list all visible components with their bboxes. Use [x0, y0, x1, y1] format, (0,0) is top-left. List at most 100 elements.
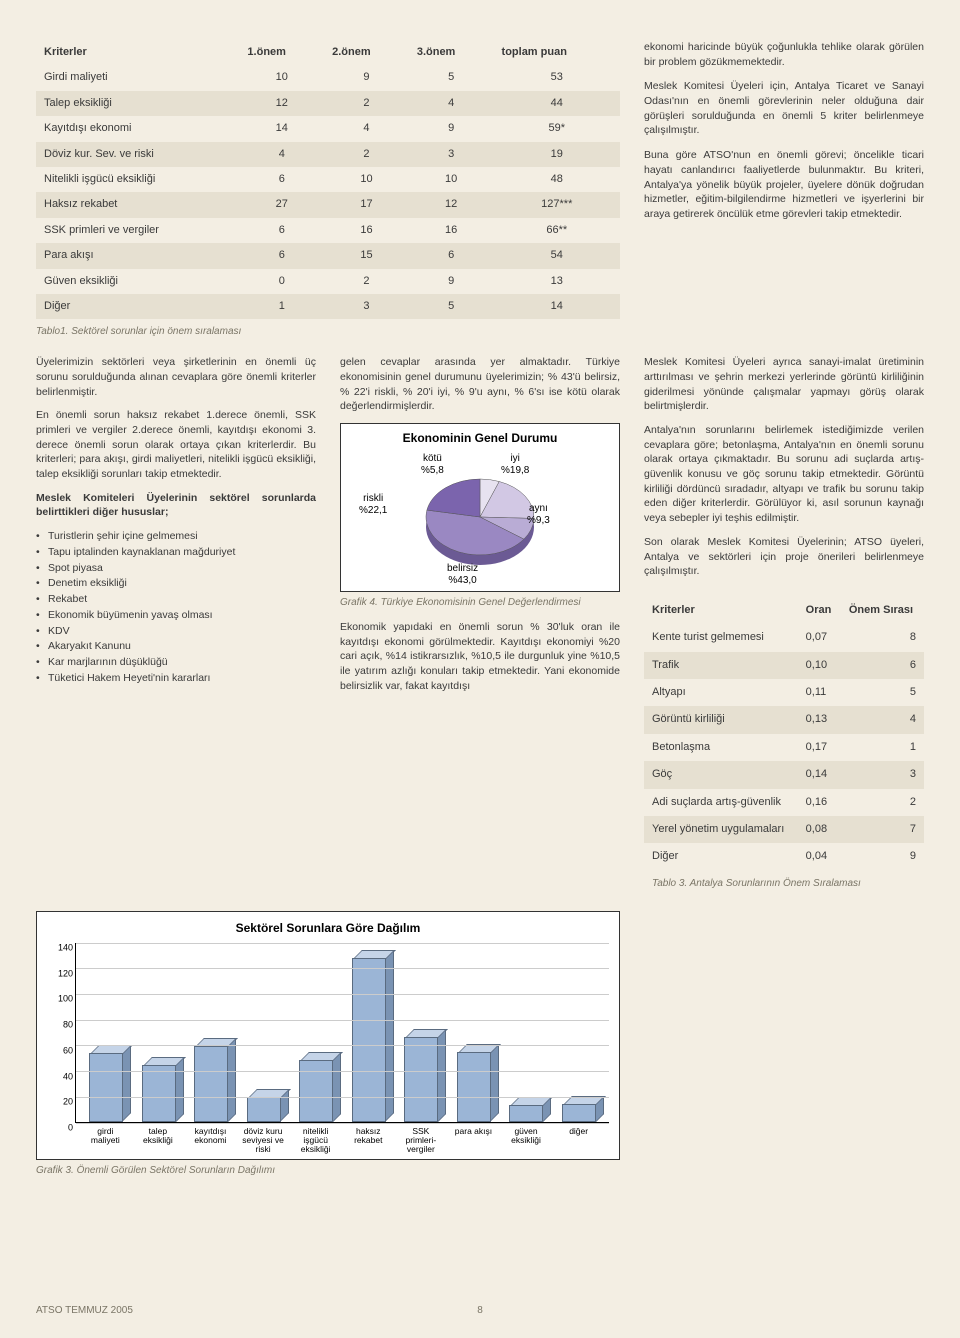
table-row: Kayıtdışı ekonomi144959* [36, 116, 620, 141]
table-cell: 4 [409, 91, 494, 116]
table-row: Nitelikli işgücü eksikliği6101048 [36, 167, 620, 192]
table-cell: Göç [644, 761, 798, 788]
table-cell: 59* [494, 116, 620, 141]
table-cell: 3 [841, 761, 924, 788]
table-cell: 0 [239, 269, 324, 294]
bullet-item: KDV [36, 624, 316, 640]
table-row: Yerel yönetim uygulamaları0,087 [644, 816, 924, 843]
bar [142, 1065, 176, 1122]
col-header: Önem Sırası [841, 597, 924, 624]
table-cell: 0,11 [798, 679, 841, 706]
table-cell: Görüntü kirliliği [644, 706, 798, 733]
table-row: Kente turist gelmemesi0,078 [644, 624, 924, 651]
bullet-item: Akaryakıt Kanunu [36, 639, 316, 655]
table-cell: Altyapı [644, 679, 798, 706]
bar [89, 1053, 123, 1121]
antalya-table: Kriterler Oran Önem Sırası Kente turist … [644, 597, 924, 897]
x-tick-label: para akışı [451, 1127, 495, 1155]
table-row: Güven eksikliği02913 [36, 269, 620, 294]
table-cell: 2 [324, 91, 409, 116]
table-cell: 48 [494, 167, 620, 192]
table-cell: 8 [841, 624, 924, 651]
table-cell: Betonlaşma [644, 734, 798, 761]
x-tick-label: döviz kuru seviyesi ve riski [241, 1127, 285, 1155]
left-column: Üyelerimizin sektörleri veya şirketlerin… [36, 355, 316, 897]
table-row: Diğer13514 [36, 294, 620, 319]
table-cell: 27 [239, 192, 324, 217]
bullet-item: Tapu iptalinden kaynaklanan mağduriyet [36, 545, 316, 561]
y-tick-label: 40 [63, 1070, 73, 1083]
bullet-list: Turistlerin şehir içine gelmemesiTapu ip… [36, 529, 316, 687]
y-tick-label: 100 [58, 993, 73, 1006]
y-tick-label: 60 [63, 1044, 73, 1057]
table-cell: 19 [494, 142, 620, 167]
table-cell: 6 [841, 652, 924, 679]
table1-caption: Tablo1. Sektörel sorunlar için önem sıra… [36, 319, 620, 341]
table-cell: 4 [841, 706, 924, 733]
table-cell: 9 [409, 269, 494, 294]
bar [457, 1052, 491, 1121]
pie-slice-label: riskli%22,1 [359, 493, 387, 517]
table-cell: 12 [239, 91, 324, 116]
table-cell: Kayıtdışı ekonomi [36, 116, 239, 141]
table-cell: 12 [409, 192, 494, 217]
col-header: Kriterler [644, 597, 798, 624]
table-header-row: Kriterler 1.önem 2.önem 3.önem toplam pu… [36, 40, 620, 65]
col-header: 3.önem [409, 40, 494, 65]
bar [404, 1037, 438, 1122]
table-row: Trafik0,106 [644, 652, 924, 679]
y-tick-label: 0 [68, 1121, 73, 1134]
pie-caption: Grafik 4. Türkiye Ekonomisinin Genel Değ… [340, 596, 620, 610]
x-tick-label: girdi maliyeti [83, 1127, 127, 1155]
table-cell: Yerel yönetim uygulamaları [644, 816, 798, 843]
y-tick-label: 140 [58, 941, 73, 954]
y-tick-label: 80 [63, 1018, 73, 1031]
page-footer: ATSO TEMMUZ 2005 8 [36, 1303, 924, 1318]
y-axis: 020406080100120140 [47, 943, 75, 1123]
table-cell: 6 [239, 167, 324, 192]
table-cell: Adi suçlarda artış-güvenlik [644, 789, 798, 816]
bar-caption: Grafik 3. Önemli Görülen Sektörel Sorunl… [36, 1164, 620, 1178]
table-cell: 15 [324, 243, 409, 268]
table-cell: 16 [324, 218, 409, 243]
table-cell: 2 [841, 789, 924, 816]
table-row: SSK primleri ve vergiler6161666** [36, 218, 620, 243]
y-tick-label: 120 [58, 967, 73, 980]
bar [247, 1097, 281, 1121]
pie-slice-label: kötü%5,8 [421, 453, 444, 477]
paragraph: gelen cevaplar arasında yer almaktadır. … [340, 355, 620, 414]
bar [562, 1104, 596, 1122]
table-cell: 9 [409, 116, 494, 141]
table-cell: 4 [324, 116, 409, 141]
table-cell: 4 [239, 142, 324, 167]
table-cell: 5 [409, 294, 494, 319]
table-cell: 54 [494, 243, 620, 268]
table-cell: 10 [239, 65, 324, 90]
table-row: Diğer0,049 [644, 843, 924, 870]
table-cell: 0,14 [798, 761, 841, 788]
x-tick-label: kayıtdışı ekonomi [188, 1127, 232, 1155]
x-axis-labels: girdi maliyetitalep eksikliğikayıtdışı e… [47, 1123, 609, 1155]
y-tick-label: 20 [63, 1096, 73, 1109]
pie-slice-label: iyi%19,8 [501, 453, 529, 477]
table-cell: 9 [841, 843, 924, 870]
paragraph: Üyelerimizin sektörleri veya şirketlerin… [36, 355, 316, 399]
bullet-item: Rekabet [36, 592, 316, 608]
table-cell: Döviz kur. Sev. ve riski [36, 142, 239, 167]
middle-column: gelen cevaplar arasında yer almaktadır. … [340, 355, 620, 897]
table-cell: 0,07 [798, 624, 841, 651]
table-cell: 6 [409, 243, 494, 268]
table-cell: 0,17 [798, 734, 841, 761]
bar [194, 1046, 228, 1122]
table-row: Döviz kur. Sev. ve riski42319 [36, 142, 620, 167]
col-header: Kriterler [36, 40, 239, 65]
table-cell: Diğer [36, 294, 239, 319]
table-cell: 53 [494, 65, 620, 90]
table-cell: 5 [409, 65, 494, 90]
bar-plot [75, 943, 609, 1123]
table2-caption: Tablo 3. Antalya Sorunlarının Önem Sıral… [644, 871, 924, 897]
table-cell: Kente turist gelmemesi [644, 624, 798, 651]
table-cell: 44 [494, 91, 620, 116]
col-header: toplam puan [494, 40, 620, 65]
x-tick-label: güven eksikliği [504, 1127, 548, 1155]
